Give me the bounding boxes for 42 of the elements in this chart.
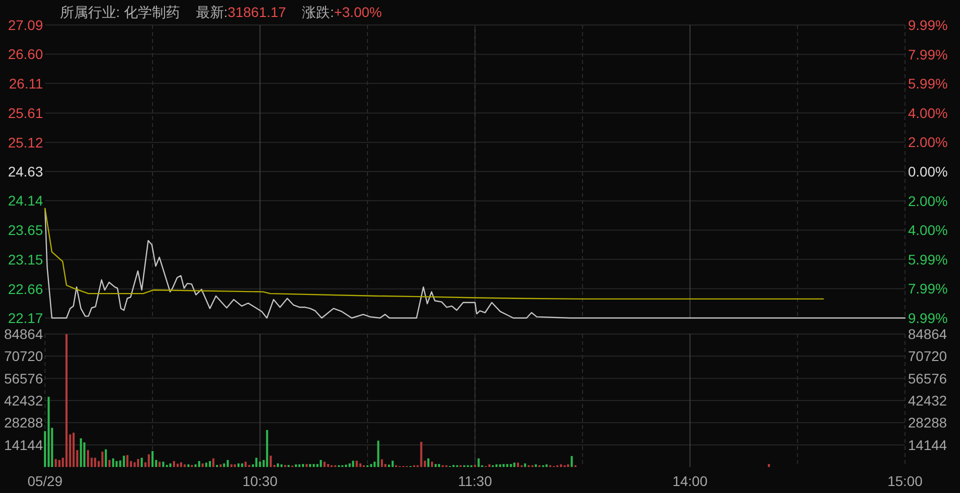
y-tick-label: 23.65 [8,222,44,238]
y-tick-label: 84864 [4,326,44,342]
text: 7.99% [908,280,948,297]
y-tick-label: 25.12 [8,134,44,150]
y-tick-label: 28288 [908,414,948,431]
y-tick-label: 27.09 [8,17,44,33]
y-tick-label: 70720 [908,348,948,364]
y-tick-label: 22.66 [8,280,44,297]
y-tick-label: 56576 [908,370,948,386]
text: 最新:31861.17 [196,4,286,20]
text: 5.99% [908,251,948,268]
y-tick-label: 23.15 [8,252,44,268]
y-tick-label: 28288 [4,414,44,431]
y-tick-label: 42432 [4,392,44,408]
text: 4.00% [908,104,948,121]
x-tick-label: 11:30 [458,473,492,489]
y-tick-label: 25.61 [8,105,44,122]
text: 9.99% [908,310,948,326]
text: 0.00% [908,164,948,180]
y-tick-label: 24.14 [8,192,44,209]
text: 涨跌:+3.00% [302,4,382,20]
y-tick-label: 24.63 [8,164,44,180]
text: 2.00% [908,192,948,209]
x-tick-label: 05/29 [27,473,63,489]
y-tick-label: 26.60 [8,46,44,62]
text: 4.00% [908,222,948,238]
y-tick-label: 70720 [4,348,44,364]
text: 所属行业: 化学制药 [60,4,180,20]
text: 7.99% [908,46,948,62]
x-tick-label: 15:00 [887,473,923,489]
y-tick-label: 26.11 [9,75,44,92]
y-tick-label: 42432 [908,392,948,408]
x-tick-label: 14:00 [672,473,708,489]
y-tick-label: 22.17 [8,310,44,326]
y-tick-label: 14144 [908,436,948,453]
y-tick-label: 14144 [4,436,44,453]
x-tick-label: 10:30 [242,473,278,489]
text: 2.00% [908,134,948,150]
y-tick-label: 84864 [908,326,948,342]
y-tick-label: 56576 [4,370,44,386]
text: 9.99% [908,17,948,33]
text: 5.99% [908,76,948,92]
